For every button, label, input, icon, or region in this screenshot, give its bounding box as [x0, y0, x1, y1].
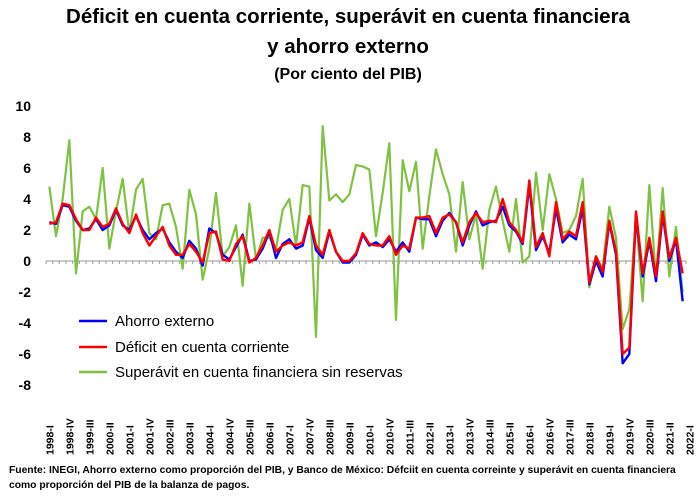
x-tick-label: 1998-I: [44, 425, 56, 455]
x-tick-label: 2004-I: [204, 425, 216, 455]
x-tick-label: 2013-I: [444, 425, 456, 455]
x-tick-label: 2022-I: [684, 425, 696, 455]
x-tick-label: 2015-II: [504, 422, 516, 455]
x-tick-label: 2009-II: [344, 422, 356, 455]
series-lines: [48, 125, 684, 365]
x-tick-label: 2008-III: [324, 419, 336, 455]
x-tick-label: 2021-II: [664, 422, 676, 455]
x-axis: 1998-I 1998-IV 1999-III 2000-II 2001-I 2001-I…: [44, 260, 696, 455]
y-tick-label: -2: [19, 284, 32, 300]
x-tick-label: 2016-IV: [544, 418, 556, 455]
chart-title-line-1: Déficit en cuenta corriente, superávit e…: [66, 5, 630, 28]
y-tick-label: 10: [15, 98, 31, 114]
x-tick-label: 2018-II: [584, 422, 596, 455]
x-tick-label: 2001-I: [124, 425, 136, 455]
y-tick-label: -8: [19, 377, 32, 393]
y-tick-label: 4: [23, 191, 31, 207]
y-axis: -8 -6 -4 -2 0 2 4 6 8 10: [15, 98, 31, 393]
x-tick-label: 2001-IV: [144, 418, 156, 455]
x-tick-label: 2003-II: [184, 422, 196, 455]
x-tick-label: 2004-IV: [224, 418, 236, 455]
x-tick-label: 2019-I: [604, 425, 616, 455]
x-tick-label: 2010-I: [364, 425, 376, 455]
x-tick-label: 2019-IV: [624, 418, 636, 455]
x-tick-label: 2013-IV: [464, 418, 476, 455]
x-tick-label: 2014-III: [484, 419, 496, 455]
x-tick-label: 1999-III: [84, 419, 96, 455]
x-tick-label: 2007-IV: [304, 418, 316, 455]
y-tick-label: 2: [23, 222, 31, 238]
x-tick-label: 2005-III: [244, 419, 256, 455]
x-tick-label: 2016-I: [524, 425, 536, 455]
legend-label: Superávit en cuenta financiera sin reser…: [115, 364, 403, 381]
chart-subtitle: (Por ciento del PIB): [274, 66, 422, 83]
y-tick-label: 8: [23, 129, 31, 145]
legend: Ahorro externo Déficit en cuenta corrient…: [79, 313, 403, 381]
chart-title-line-2: y ahorro externo: [267, 35, 429, 58]
x-tick-label: 2011-III: [404, 420, 416, 455]
x-tick-label: 2017-III: [564, 419, 576, 455]
x-tick-label: 2006-II: [264, 422, 276, 455]
x-tick-label: 2012-II: [424, 422, 436, 455]
x-tick-label: 2007-I: [284, 425, 296, 455]
series-line-deficit-cuenta-corriente: [49, 179, 684, 356]
y-tick-label: -4: [19, 315, 32, 331]
legend-label: Déficit en cuenta corriente: [115, 339, 289, 356]
x-tick-label: 1998-IV: [64, 418, 76, 455]
source-note: Fuente: INEGI, Ahorro externo como propo…: [9, 465, 676, 491]
x-tick-label: 2002-III: [164, 419, 176, 455]
x-tick-label: 2020-III: [644, 419, 656, 455]
x-tick-label: 2000-II: [104, 422, 116, 455]
y-tick-label: 0: [23, 253, 31, 269]
y-tick-label: -6: [19, 346, 32, 362]
y-tick-label: 6: [23, 160, 31, 176]
legend-label: Ahorro externo: [115, 313, 214, 330]
x-tick-label: 2010-IV: [384, 418, 396, 455]
